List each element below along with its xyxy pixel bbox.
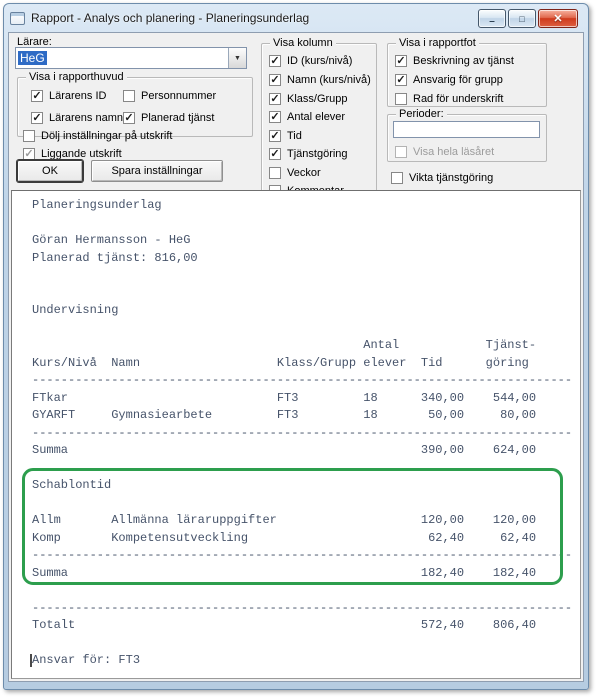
minimize-button[interactable]: – <box>478 9 506 28</box>
checkbox-box: ✓ <box>23 148 35 160</box>
checkbox-box: ✓ <box>269 130 281 142</box>
checkbox-box <box>123 90 135 102</box>
checkbox-box: ✓ <box>31 112 43 124</box>
group-visa-i-rapporthuvud: Visa i rapporthuvud <box>17 71 253 137</box>
group-perioder: Perioder: <box>387 108 547 162</box>
dropdown-button[interactable]: ▼ <box>228 48 246 68</box>
checkbox-box: ✓ <box>395 55 407 67</box>
checkbox-id-kurs-niva[interactable]: ✓ ID (kurs/nivå) <box>269 55 353 67</box>
checkbox-veckor[interactable]: Veckor <box>269 166 321 180</box>
checkbox-box: ✓ <box>269 74 281 86</box>
report-text: Planeringsunderlag Göran Hermansson - He… <box>32 198 573 667</box>
checkbox-dolj-installningar[interactable]: Dölj inställningar på utskrift <box>23 129 172 143</box>
titlebar[interactable]: Rapport - Analys och planering - Planeri… <box>8 4 584 32</box>
checkbox-personnummer[interactable]: Personnummer <box>123 89 216 103</box>
checkbox-box <box>391 172 403 184</box>
checkbox-namn-kurs-niva[interactable]: ✓ Namn (kurs/nivå) <box>269 74 371 86</box>
checkbox-box: ✓ <box>269 55 281 67</box>
checkbox-beskrivning-av-tjanst[interactable]: ✓ Beskrivning av tjänst <box>395 55 514 67</box>
checkbox-ansvarig-for-grupp[interactable]: ✓ Ansvarig för grupp <box>395 74 503 86</box>
maximize-icon: □ <box>519 13 525 24</box>
teacher-combobox-value: HeG <box>18 51 47 65</box>
close-button[interactable]: ✕ <box>538 9 578 28</box>
group-title: Visa i rapportfot <box>396 37 479 49</box>
maximize-button[interactable]: □ <box>508 9 536 28</box>
checkbox-box <box>395 93 407 105</box>
teacher-combobox[interactable]: HeG ▼ <box>15 47 247 69</box>
checkbox-box: ✓ <box>269 148 281 160</box>
checkbox-tjanstgoring[interactable]: ✓ Tjänstgöring <box>269 148 348 160</box>
report-preview: Planeringsunderlag Göran Hermansson - He… <box>11 190 581 679</box>
checkbox-tid[interactable]: ✓ Tid <box>269 130 302 142</box>
checkbox-box <box>395 146 407 158</box>
perioder-input[interactable] <box>393 121 540 138</box>
checkbox-box <box>23 130 35 142</box>
caption-buttons: – □ ✕ <box>478 9 578 28</box>
checkbox-liggande-utskrift[interactable]: ✓ Liggande utskrift <box>23 148 122 160</box>
ok-button[interactable]: OK <box>17 160 83 182</box>
checkbox-visa-hela-lasaret[interactable]: Visa hela läsåret <box>395 145 494 159</box>
checkbox-lararens-namn[interactable]: ✓ Lärarens namn <box>31 112 123 124</box>
checkbox-lararens-id[interactable]: ✓ Lärarens ID <box>31 90 107 102</box>
window-title: Rapport - Analys och planering - Planeri… <box>31 11 310 25</box>
teacher-label: Lärare: <box>17 36 52 48</box>
window-icon <box>10 11 25 25</box>
checkbox-box: ✓ <box>395 74 407 86</box>
group-visa-i-rapportfot: Visa i rapportfot <box>387 37 547 107</box>
checkbox-planerad-tjanst[interactable]: ✓ Planerad tjänst <box>123 112 215 124</box>
app-window: Rapport - Analys och planering - Planeri… <box>3 3 589 690</box>
text-cursor <box>30 654 32 667</box>
save-settings-button[interactable]: Spara inställningar <box>91 160 223 182</box>
group-title: Visa i rapporthuvud <box>26 71 127 83</box>
checkbox-box: ✓ <box>123 112 135 124</box>
checkbox-rad-for-underskrift[interactable]: Rad för underskrift <box>395 92 503 106</box>
checkbox-klass-grupp[interactable]: ✓ Klass/Grupp <box>269 93 348 105</box>
minimize-icon: – <box>489 16 495 27</box>
checkbox-box: ✓ <box>269 111 281 123</box>
checkbox-box <box>269 167 281 179</box>
checkbox-vikta-tjanstgoring[interactable]: Vikta tjänstgöring <box>391 171 493 185</box>
chevron-down-icon: ▼ <box>234 54 241 62</box>
checkbox-antal-elever[interactable]: ✓ Antal elever <box>269 111 346 123</box>
dialog-client-area: Lärare: HeG ▼ Visa i rapporthuvud ✓ Lära… <box>8 32 584 682</box>
group-title: Perioder: <box>396 108 447 120</box>
close-icon: ✕ <box>553 13 563 25</box>
checkbox-box: ✓ <box>31 90 43 102</box>
group-title: Visa kolumn <box>270 37 336 49</box>
checkbox-box: ✓ <box>269 93 281 105</box>
